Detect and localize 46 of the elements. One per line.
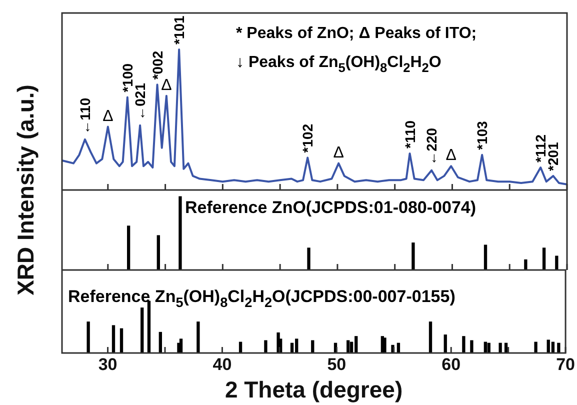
bar [498, 342, 502, 353]
x-tick-label: 70 [556, 354, 576, 374]
bar [158, 332, 162, 353]
annotation: Reference ZnO(JCPDS:01-080-0074) [185, 198, 476, 217]
bar [462, 336, 466, 353]
bar [126, 226, 130, 270]
bar [428, 322, 432, 353]
bar [555, 256, 558, 270]
annotation: Δ [333, 144, 344, 162]
bar [346, 340, 350, 353]
annotation: *103 [474, 120, 490, 150]
y-axis-title: XRD Intensity (a.u.) [12, 84, 40, 296]
annotation: Δ [446, 147, 457, 164]
x-tick-label: 30 [98, 354, 118, 374]
bar [307, 248, 310, 270]
bar [470, 340, 474, 353]
bar [178, 196, 182, 270]
bar [156, 235, 160, 270]
annotation: ←220 [424, 128, 440, 166]
bar [534, 342, 538, 353]
x-tick-label: 60 [442, 354, 461, 374]
bar [412, 242, 415, 270]
bar [264, 340, 268, 353]
bar [147, 300, 151, 353]
bar [120, 328, 124, 353]
bar [542, 248, 546, 270]
bar [444, 334, 447, 353]
annotation: *102 [300, 124, 316, 153]
bar [557, 342, 560, 353]
bar [86, 322, 90, 353]
annotation: Δ [102, 108, 114, 125]
bar [383, 338, 386, 353]
annotation: *110 [402, 120, 418, 148]
x-tick-label: 40 [212, 354, 232, 374]
bar [196, 322, 200, 353]
annotation: *101 [171, 16, 188, 45]
x-tick-label: 50 [327, 354, 346, 374]
bar [140, 308, 144, 353]
text: * Peaks of ZnO; Δ Peaks of ITO; [236, 25, 477, 42]
bar [112, 325, 116, 353]
bar [484, 244, 488, 270]
bar [179, 338, 183, 353]
annotation: ←110 [76, 98, 93, 134]
bar [524, 259, 528, 270]
x-axis-title: 2 Theta (degree) [224, 376, 403, 403]
bar [311, 340, 314, 353]
